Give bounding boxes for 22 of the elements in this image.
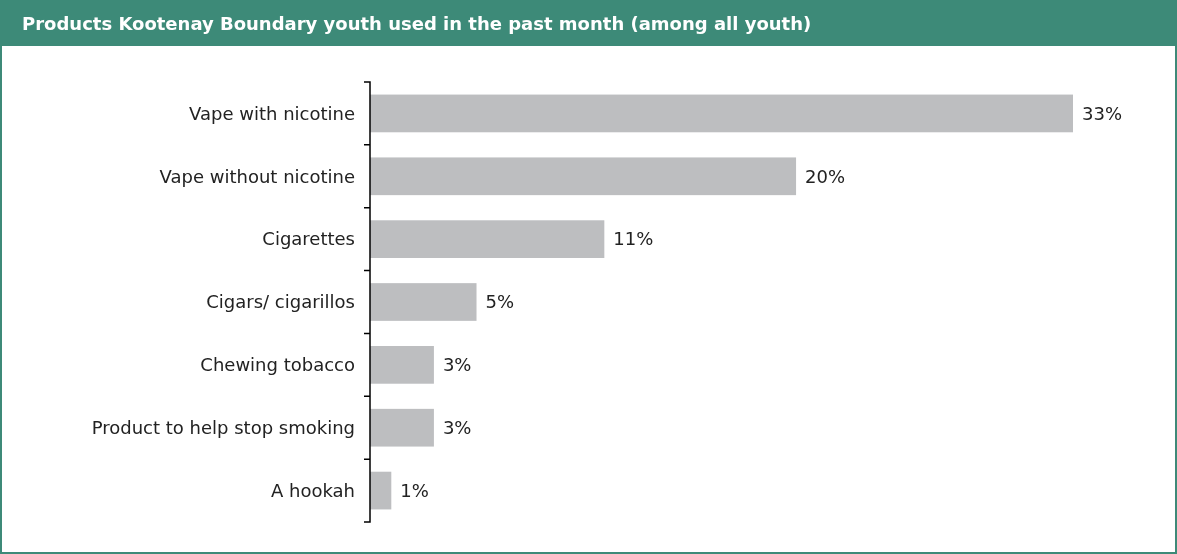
data-label: 33% [1082,102,1123,124]
data-label: 1% [400,479,429,501]
data-label: 3% [442,417,472,439]
bar [370,346,434,384]
bar [370,94,1073,133]
data-label: 3% [442,354,472,376]
y-tick-label: Cigars/ cigarillos [206,291,355,313]
y-tick-label: Vape without nicotine [159,165,355,187]
bar [370,157,797,196]
y-tick-label: Cigarettes [262,228,355,250]
y-tick-label: Chewing tobacco [200,354,355,376]
bar [370,471,392,510]
y-tick-label: Vape with nicotine [189,102,355,124]
chart-title: Products Kootenay Boundary youth used in the past month (among all youth) [22,13,812,34]
y-tick-label: A hookah [270,479,355,501]
bar [370,283,477,321]
data-label: 20% [805,165,846,187]
y-tick-label: Product to help stop smoking [91,417,355,439]
data-label: 5% [485,291,515,313]
data-label: 11% [613,228,654,250]
bar [370,408,434,447]
bar [370,220,605,258]
